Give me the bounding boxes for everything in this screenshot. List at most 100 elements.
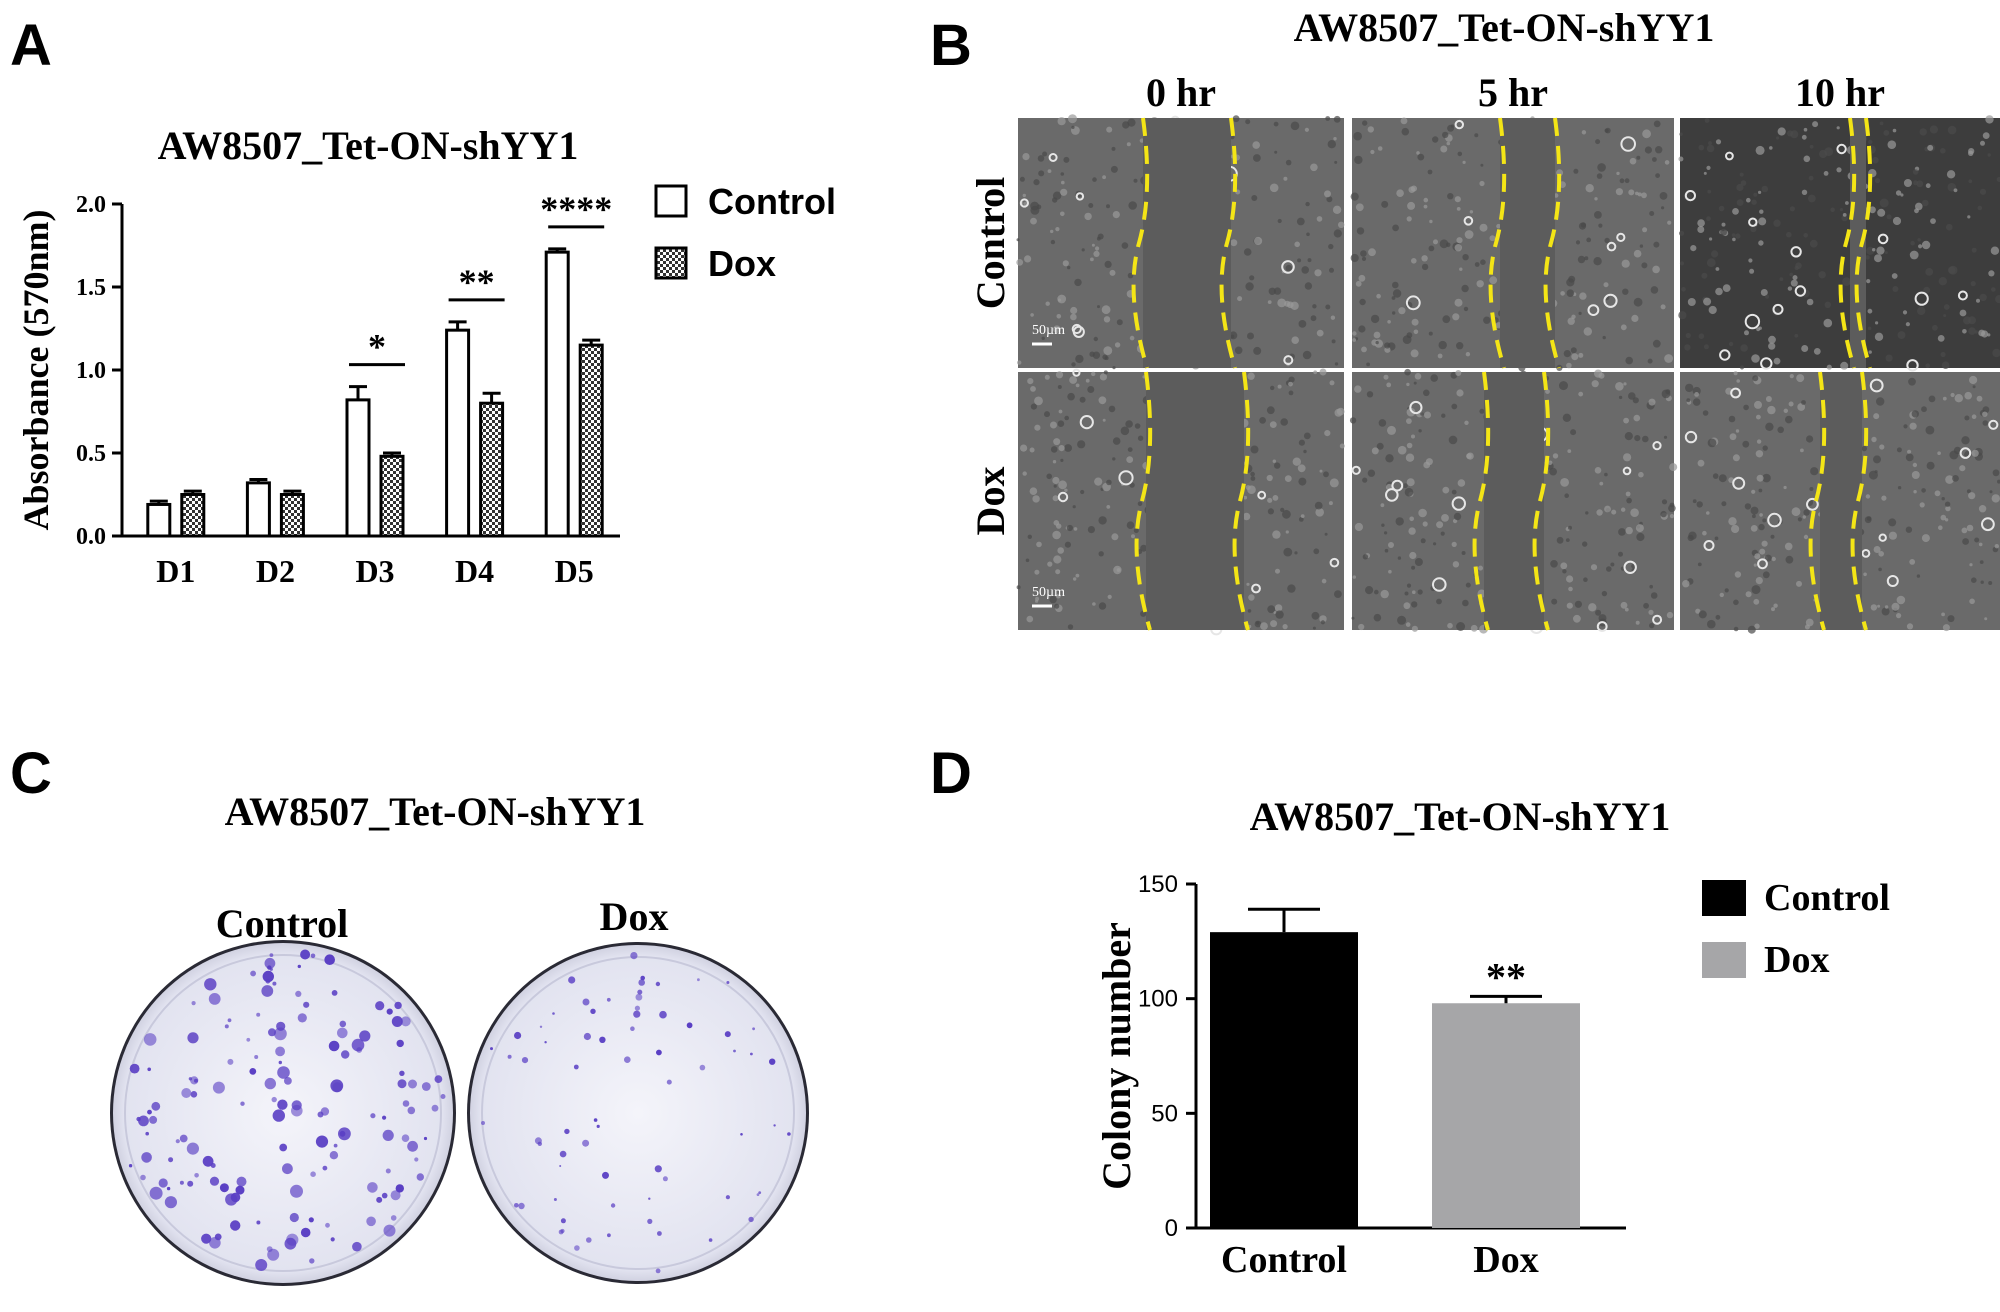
cell-texture	[1803, 127, 1808, 132]
bright-cell	[1684, 430, 1698, 444]
cell-texture	[1410, 185, 1417, 192]
cell-texture	[1916, 574, 1921, 578]
cell-texture	[1932, 324, 1938, 331]
cell-texture	[1397, 615, 1407, 625]
cell-texture	[1321, 578, 1327, 584]
cell-texture	[1577, 255, 1586, 264]
cell-texture	[1796, 580, 1802, 587]
cell-texture	[1559, 381, 1568, 391]
cell-texture	[1411, 434, 1415, 439]
cell-texture	[1253, 346, 1262, 355]
cell-texture	[1479, 408, 1485, 414]
cell-texture	[1110, 165, 1118, 173]
cell-texture	[1721, 222, 1726, 227]
bar-control	[245, 481, 271, 538]
cell-texture	[1649, 584, 1653, 589]
cell-texture	[1913, 180, 1919, 186]
cell-texture	[1247, 609, 1252, 613]
cell-texture	[1911, 471, 1920, 479]
cell-texture	[1479, 180, 1485, 187]
cell-texture	[1974, 537, 1980, 543]
micrograph-tile: 50µm	[1016, 368, 1345, 636]
cell-texture	[1033, 179, 1040, 186]
cell-texture	[1126, 521, 1135, 529]
cell-texture	[1440, 531, 1445, 536]
cell-texture	[1134, 423, 1141, 429]
cell-texture	[1583, 577, 1588, 582]
cell-texture	[1598, 223, 1603, 228]
cell-texture	[1803, 233, 1808, 238]
colony	[521, 1057, 529, 1064]
cell-texture	[1590, 564, 1598, 571]
cell-texture	[1103, 316, 1111, 323]
cell-texture	[1789, 374, 1794, 379]
colony	[250, 970, 256, 977]
cell-texture	[1733, 371, 1738, 376]
cell-texture	[1270, 385, 1275, 391]
cell-texture	[1731, 233, 1736, 237]
cell-texture	[1464, 420, 1469, 425]
cell-texture	[1298, 517, 1304, 522]
colony	[236, 1176, 247, 1187]
colony	[606, 997, 611, 1002]
cell-texture	[1243, 248, 1252, 256]
cell-texture	[1594, 211, 1602, 219]
cell-texture	[1679, 230, 1685, 236]
cell-texture	[1352, 338, 1357, 342]
cell-texture	[1328, 501, 1333, 506]
cell-texture	[1457, 479, 1466, 487]
cell-texture	[1441, 413, 1446, 418]
cell-texture	[1325, 304, 1331, 310]
cell-texture	[1409, 516, 1414, 522]
cell-texture	[1072, 505, 1076, 509]
cell-texture	[1715, 139, 1722, 145]
cell-texture	[1666, 611, 1674, 619]
cell-texture	[1304, 127, 1309, 132]
y-tick-label: 1.0	[76, 358, 106, 384]
cell-texture	[1127, 447, 1133, 452]
cell-texture	[1704, 118, 1710, 123]
colony	[147, 1109, 152, 1115]
colony	[434, 1075, 443, 1083]
cell-texture	[1325, 116, 1331, 121]
colony	[544, 1041, 547, 1044]
colony	[275, 1046, 285, 1057]
cell-texture	[1583, 327, 1593, 336]
cell-texture	[1588, 603, 1597, 612]
micrograph-tile	[1349, 368, 1678, 635]
cell-texture	[1768, 342, 1776, 350]
bright-cell	[1861, 549, 1871, 558]
colony	[246, 1037, 251, 1042]
cell-texture	[1333, 115, 1341, 123]
colony	[308, 1217, 314, 1223]
cell-texture	[1668, 504, 1676, 513]
cell-texture	[1232, 115, 1240, 123]
cell-texture	[1457, 151, 1463, 157]
colony	[208, 993, 221, 1005]
y-tick-label: 0.0	[76, 524, 106, 550]
cell-texture	[1968, 327, 1976, 335]
micrograph-tile	[1678, 115, 2000, 372]
cell-texture	[1452, 561, 1460, 568]
cell-texture	[1570, 347, 1577, 354]
cell-texture	[1578, 391, 1584, 397]
bright-cell	[1072, 325, 1085, 338]
y-tick-label: 0	[1165, 1215, 1178, 1242]
cell-texture	[1397, 556, 1402, 560]
cell-texture	[1610, 562, 1615, 567]
bright-cell	[1869, 378, 1884, 393]
cell-texture	[1771, 556, 1776, 562]
cell-texture	[1350, 253, 1359, 263]
cell-texture	[1697, 459, 1705, 467]
cell-texture	[1642, 129, 1651, 139]
cell-texture	[1921, 240, 1931, 250]
colony	[181, 1088, 192, 1098]
cell-texture	[1371, 447, 1379, 455]
cell-texture	[1938, 277, 1948, 286]
cell-texture	[1463, 306, 1469, 312]
cell-texture	[1742, 440, 1750, 448]
bright-cell	[1451, 496, 1467, 511]
cell-texture	[1760, 289, 1768, 296]
cell-texture	[1424, 411, 1431, 419]
cell-texture	[1768, 335, 1776, 344]
